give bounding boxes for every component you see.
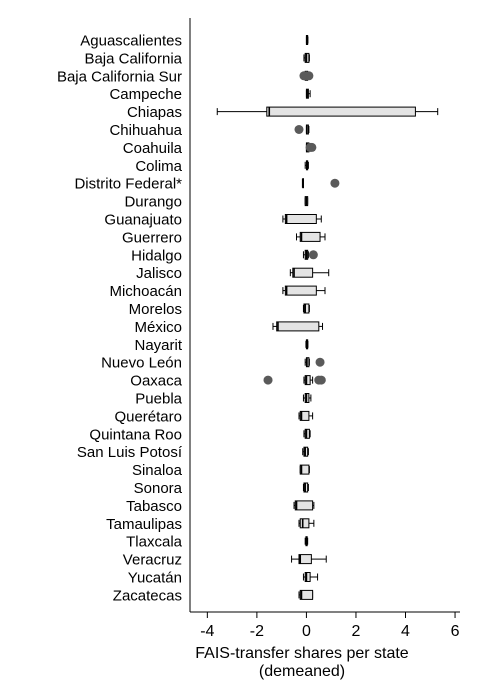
category-label: Nuevo León [101, 355, 182, 372]
category-label: Campeche [109, 86, 182, 103]
box-iqr [267, 107, 416, 116]
category-label: Hidalgo [131, 247, 182, 264]
category-label: Zacatecas [113, 587, 182, 604]
category-label: Distrito Federal* [74, 176, 182, 193]
x-ticks: -4 -2 0 2 4 6 [200, 612, 459, 640]
category-label: Michoacán [109, 283, 182, 300]
category-label: Colima [135, 158, 182, 175]
box-25 [300, 465, 309, 474]
box-31 [303, 573, 317, 582]
category-label: Chihuahua [109, 122, 182, 139]
category-label: Sonora [134, 480, 183, 497]
box-14 [290, 268, 328, 277]
box-iqr [295, 501, 312, 510]
box-2 [304, 53, 309, 62]
box-22 [299, 411, 313, 420]
category-label: Oaxaca [130, 373, 182, 390]
box-18 [306, 340, 308, 349]
box-27 [294, 501, 314, 510]
outlier-point [264, 376, 273, 385]
x-axis-subtitle: (demeaned) [259, 663, 345, 680]
box-30 [292, 555, 327, 564]
category-label: México [134, 319, 182, 336]
box-28 [299, 519, 314, 528]
category-label: Coahuila [123, 140, 183, 157]
category-label: Nayarit [134, 337, 182, 354]
box-1 [306, 36, 307, 45]
outlier-point [330, 179, 339, 188]
box-23 [304, 429, 310, 438]
box-4 [306, 89, 310, 98]
category-label: Baja California [84, 50, 182, 67]
box-29 [305, 537, 307, 546]
box-iqr [300, 519, 309, 528]
box-iqr [277, 322, 319, 331]
box-20 [264, 376, 326, 385]
box-24 [303, 447, 309, 456]
box-13 [303, 250, 317, 259]
category-label: Tamaulipas [106, 516, 182, 533]
x-axis-title: FAIS-transfer shares per state [195, 645, 409, 662]
box-11 [283, 215, 321, 224]
category-label: Morelos [129, 301, 182, 318]
category-label: Puebla [135, 391, 182, 408]
x-tick-label: 6 [451, 623, 460, 640]
category-label: Guanajuato [104, 212, 182, 229]
category-label: Querétaro [114, 408, 182, 425]
outlier-point [307, 143, 316, 152]
box-iqr [285, 286, 316, 295]
box-5 [217, 107, 437, 116]
category-label: Quintana Roo [89, 426, 182, 443]
box-10 [305, 197, 307, 206]
category-label: Jalisco [136, 265, 182, 282]
outlier-point [316, 358, 325, 367]
category-label: Sinaloa [132, 462, 183, 479]
box-9 [303, 179, 340, 188]
x-tick-label: 4 [401, 623, 410, 640]
category-label: Tlaxcala [126, 534, 183, 551]
category-label: Durango [124, 194, 182, 211]
category-label: Veracruz [123, 552, 182, 569]
outlier-point [317, 376, 326, 385]
box-15 [283, 286, 325, 295]
box-12 [297, 232, 325, 241]
box-32 [299, 590, 313, 599]
category-label: Aguascalientes [80, 33, 182, 50]
box-iqr [285, 215, 316, 224]
x-tick-label: -4 [200, 623, 214, 640]
outlier-point [309, 250, 318, 259]
category-label: Yucatán [128, 570, 182, 587]
x-tick-label: 0 [302, 623, 311, 640]
category-label: Chiapas [127, 104, 182, 121]
box-6 [294, 125, 308, 134]
category-label: San Luis Potosí [77, 444, 183, 461]
x-tick-label: -2 [250, 623, 264, 640]
outlier-point [294, 125, 303, 134]
x-tick-label: 2 [352, 623, 361, 640]
category-label: Baja California Sur [57, 68, 182, 85]
category-label: Guerrero [122, 229, 182, 246]
category-label: Tabasco [126, 498, 182, 515]
outlier-point [304, 71, 313, 80]
box-19 [305, 358, 324, 367]
box-17 [273, 322, 323, 331]
box-7 [306, 143, 317, 152]
box-26 [303, 483, 308, 492]
box-iqr [300, 232, 320, 241]
box-3 [299, 71, 313, 80]
box-8 [305, 161, 308, 170]
box-series [217, 36, 437, 600]
box-16 [303, 304, 309, 313]
box-21 [303, 394, 310, 403]
box-iqr [293, 268, 313, 277]
